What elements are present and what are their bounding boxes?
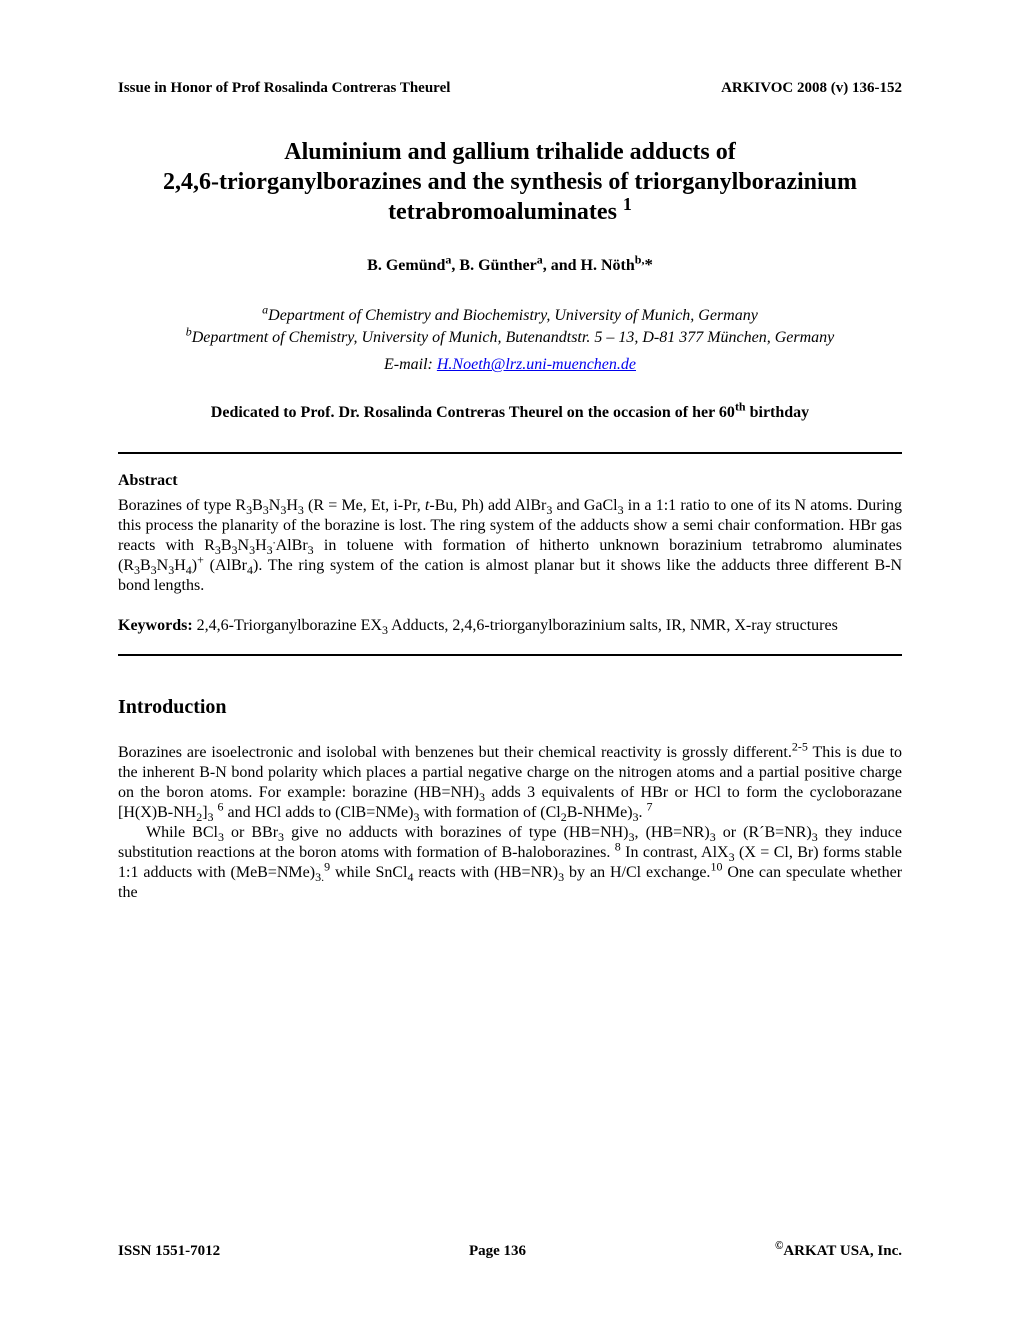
title-line3-prefix: tetrabromoaluminates — [388, 199, 623, 225]
footer-page: Page 136 — [469, 1243, 526, 1260]
divider-top — [118, 452, 902, 454]
author-3-aff: b, — [635, 253, 645, 267]
dedication: Dedicated to Prof. Dr. Rosalinda Contrer… — [118, 404, 902, 422]
aff-a: Department of Chemistry and Biochemistry… — [268, 307, 758, 324]
title-line1: Aluminium and gallium trihalide adducts … — [284, 139, 735, 165]
article-title: Aluminium and gallium trihalide adducts … — [118, 137, 902, 227]
authors-sep2: , and — [543, 257, 581, 274]
keywords-label: Keywords: — [118, 617, 197, 634]
author-2: B. Günther — [459, 257, 536, 274]
affiliations: aDepartment of Chemistry and Biochemistr… — [118, 305, 902, 348]
aff-b: Department of Chemistry, University of M… — [192, 329, 835, 346]
author-3-corresponding: * — [644, 255, 652, 274]
introduction-text: Borazines are isoelectronic and isolobal… — [118, 743, 902, 903]
abstract-text: Borazines of type R3B3N3H3 (R = Me, Et, … — [118, 496, 902, 596]
keywords-post: Adducts, 2,4,6-triorganylborazinium salt… — [388, 617, 838, 634]
footer-issn: ISSN 1551-7012 — [118, 1243, 220, 1260]
email-line: E-mail: H.Noeth@lrz.uni-muenchen.de — [118, 356, 902, 374]
title-footnote-marker: 1 — [623, 194, 632, 214]
header-left: Issue in Honor of Prof Rosalinda Contrer… — [118, 80, 450, 97]
dedication-sup: th — [735, 400, 746, 414]
dedication-prefix: Dedicated to Prof. Dr. Rosalinda Contrer… — [211, 404, 735, 421]
author-1: B. Gemünd — [367, 257, 445, 274]
divider-bottom — [118, 654, 902, 656]
author-3: H. Nöth — [581, 257, 635, 274]
email-link[interactable]: H.Noeth@lrz.uni-muenchen.de — [437, 356, 636, 373]
abstract-heading: Abstract — [118, 472, 902, 490]
dedication-suffix: birthday — [746, 404, 810, 421]
header-right: ARKIVOC 2008 (v) 136-152 — [721, 80, 902, 97]
authors-line: B. Gemünda, B. Günthera, and H. Nöthb,* — [118, 255, 902, 275]
title-line2: 2,4,6-triorganylborazines and the synthe… — [163, 169, 857, 195]
footer: ISSN 1551-7012 Page 136 ©ARKAT USA, Inc. — [118, 1243, 902, 1260]
introduction-heading: Introduction — [118, 696, 902, 719]
email-label: E-mail: — [384, 356, 437, 373]
running-header: Issue in Honor of Prof Rosalinda Contrer… — [118, 80, 902, 97]
keywords: Keywords: 2,4,6-Triorganylborazine EX3 A… — [118, 616, 902, 636]
keywords-pre: 2,4,6-Triorganylborazine EX — [197, 617, 382, 634]
footer-publisher: ©ARKAT USA, Inc. — [775, 1243, 902, 1260]
